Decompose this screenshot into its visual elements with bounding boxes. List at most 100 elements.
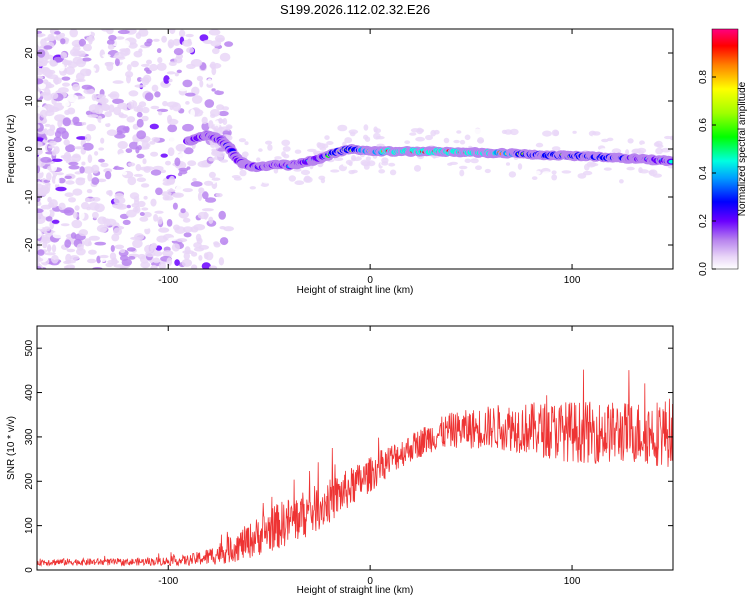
noise-speckle <box>517 163 523 170</box>
noise-speckle <box>59 32 66 38</box>
noise-speckle <box>96 255 102 264</box>
noise-speckle <box>134 84 146 88</box>
colorbar: 0.0 0.2 0.4 0.6 0.8 Normalized spectral ampl… <box>698 28 748 276</box>
noise-speckle <box>141 106 150 114</box>
noise-speckle <box>141 139 149 149</box>
noise-speckle <box>112 166 125 170</box>
noise-speckle <box>601 138 609 143</box>
noise-speckle <box>138 29 149 37</box>
noise-speckle <box>293 168 302 172</box>
noise-speckle <box>351 155 356 162</box>
noise-speckle <box>171 243 180 252</box>
noise-speckle <box>126 204 131 209</box>
snr-y-ticks: 0 100 200 300 400 500 <box>24 339 673 573</box>
noise-speckle <box>40 38 47 47</box>
noise-speckle <box>94 241 107 246</box>
noise-speckle <box>91 93 98 101</box>
noise-speckle <box>183 252 190 260</box>
noise-speckle <box>51 244 57 253</box>
noise-speckle <box>561 170 572 174</box>
noise-speckle <box>388 162 396 167</box>
snr-panel: -100 0 100 0 100 200 300 400 500 Height of stra… <box>6 325 674 596</box>
noise-speckle <box>204 99 215 108</box>
noise-speckle <box>44 123 51 127</box>
noise-speckle <box>47 33 55 42</box>
noise-speckle <box>300 169 311 176</box>
noise-speckle <box>231 175 241 179</box>
noise-speckle <box>146 59 152 65</box>
noise-speckle <box>104 111 112 118</box>
noise-speckle <box>213 241 220 246</box>
noise-speckle <box>205 251 214 261</box>
noise-speckle <box>53 77 62 85</box>
noise-speckle <box>310 143 318 149</box>
noise-speckle <box>155 245 163 251</box>
noise-speckle <box>64 175 72 179</box>
noise-speckle <box>542 130 552 137</box>
noise-speckle <box>208 157 216 162</box>
noise-speckle <box>182 188 193 193</box>
noise-speckle <box>655 147 663 155</box>
noise-speckle <box>49 124 56 132</box>
noise-speckle <box>175 185 183 193</box>
noise-speckle <box>113 54 125 59</box>
noise-speckle <box>116 125 129 134</box>
colorbar-gradient <box>711 28 739 270</box>
noise-speckle <box>51 254 59 264</box>
noise-speckle <box>320 178 326 184</box>
noise-speckle <box>151 136 161 143</box>
noise-speckle <box>202 111 211 118</box>
noise-speckle <box>534 170 541 175</box>
noise-speckle <box>193 242 202 249</box>
noise-speckle <box>87 258 97 264</box>
noise-speckle <box>288 175 296 182</box>
noise-speckle <box>215 143 220 150</box>
noise-speckle <box>211 177 221 181</box>
noise-speckle <box>81 202 90 210</box>
noise-speckle <box>154 210 164 214</box>
noise-speckle <box>639 169 649 174</box>
noise-speckle <box>198 187 205 194</box>
noise-speckle <box>68 197 76 203</box>
noise-speckle <box>37 141 43 148</box>
noise-speckle <box>156 235 168 243</box>
noise-speckle <box>37 242 41 250</box>
noise-speckle <box>37 30 42 34</box>
noise-speckle <box>580 160 586 166</box>
noise-speckle <box>63 260 72 265</box>
noise-speckle <box>69 255 80 261</box>
noise-speckle <box>218 70 228 79</box>
snr-frame <box>36 325 674 571</box>
noise-speckle <box>44 103 52 109</box>
noise-speckle <box>185 101 190 105</box>
noise-speckle <box>43 226 51 232</box>
noise-speckle <box>206 78 213 85</box>
noise-speckle <box>37 266 42 269</box>
noise-speckle <box>599 166 604 171</box>
noise-speckle <box>333 157 344 162</box>
noise-speckle <box>96 178 107 183</box>
noise-speckle <box>458 165 468 170</box>
noise-speckle <box>56 127 67 134</box>
noise-speckle <box>166 257 173 266</box>
noise-speckle <box>214 154 224 161</box>
noise-speckle <box>201 208 214 212</box>
noise-speckle <box>144 227 151 235</box>
noise-speckle <box>117 102 128 110</box>
noise-speckle <box>58 202 66 211</box>
noise-speckle <box>648 170 655 175</box>
noise-speckle <box>326 173 332 181</box>
noise-speckle <box>81 84 93 90</box>
noise-speckle <box>38 69 46 73</box>
noise-speckle <box>125 148 133 154</box>
noise-speckle <box>158 262 167 269</box>
noise-speckle <box>46 172 52 181</box>
noise-speckle <box>136 130 147 140</box>
noise-speckle <box>139 166 151 171</box>
noise-speckle <box>130 60 139 68</box>
noise-speckle <box>52 149 57 156</box>
noise-speckle <box>152 257 160 264</box>
noise-speckle <box>281 139 291 146</box>
noise-speckle <box>475 165 482 170</box>
